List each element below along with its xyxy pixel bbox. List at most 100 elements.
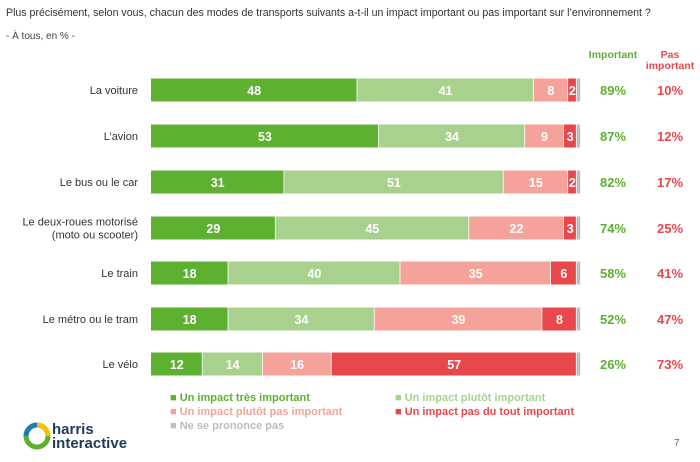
legend-item-rather-not-important: ■ Un impact plutôt pas important xyxy=(170,406,343,418)
bar-not-at-all-important xyxy=(568,170,576,194)
total-important: 89% xyxy=(600,83,626,98)
bar-not-at-all-important xyxy=(568,78,576,102)
bar-very-important xyxy=(151,216,275,240)
bar-rather-not-important xyxy=(374,307,542,331)
total-important: 58% xyxy=(600,266,626,281)
category-label-line: Le deux-roues motorisé xyxy=(22,217,138,229)
chart-title: Plus précisément, selon vous, chacun des… xyxy=(6,7,651,19)
category-label: Le train xyxy=(101,268,138,280)
bar-label-rather-not-important: 8 xyxy=(547,84,554,98)
category-label: Le vélo xyxy=(103,359,138,371)
total-important: 26% xyxy=(600,357,626,372)
bar-label-very-important: 18 xyxy=(183,313,197,327)
total-not-important: 41% xyxy=(657,266,683,281)
bar-not-at-all-important xyxy=(563,124,576,148)
bar-rather-important xyxy=(284,170,503,194)
legend-item-no-opinion: ■ Ne se prononce pas xyxy=(170,420,285,432)
legend-item-not-at-all-important: ■ Un impact pas du tout important xyxy=(395,406,574,418)
total-not-important: 10% xyxy=(657,83,683,98)
category-label: Le deux-roues motorisé (moto ou scooter) xyxy=(22,217,138,242)
category-label: L’avion xyxy=(104,131,138,143)
bar-label-rather-important: 51 xyxy=(387,176,401,190)
bar-label-rather-important: 45 xyxy=(365,222,379,236)
category-label-line: Le métro ou le tram xyxy=(43,314,138,326)
page-number: 7 xyxy=(674,438,680,449)
bar-label-very-important: 18 xyxy=(183,267,197,281)
bar-label-very-important: 48 xyxy=(247,84,261,98)
bar-no-opinion xyxy=(576,124,581,148)
bar-label-very-important: 29 xyxy=(206,222,220,236)
bar-label-rather-not-important: 15 xyxy=(529,176,543,190)
bar-label-very-important: 53 xyxy=(258,130,272,144)
bar-very-important xyxy=(151,352,202,376)
bar-rather-not-important xyxy=(469,216,563,240)
harris-logo-icon xyxy=(23,422,51,450)
not-important-header-line2: important xyxy=(645,60,695,72)
bar-label-not-at-all-important: 6 xyxy=(560,267,567,281)
bar-rather-not-important xyxy=(400,261,551,285)
bar-no-opinion xyxy=(576,78,581,102)
bar-very-important xyxy=(151,307,228,331)
bar-not-at-all-important xyxy=(542,307,576,331)
bar-rather-important xyxy=(228,307,374,331)
category-label-line: L’avion xyxy=(104,131,138,143)
bar-label-not-at-all-important: 2 xyxy=(569,84,576,98)
brand-line1: harris xyxy=(52,421,94,438)
bar-very-important xyxy=(151,261,228,285)
bar-very-important xyxy=(151,78,357,102)
category-label: Le bus ou le car xyxy=(60,177,139,189)
total-not-important: 25% xyxy=(657,221,683,236)
not-important-header: Pas important xyxy=(644,50,696,72)
bar-rather-not-important xyxy=(503,170,568,194)
bar-label-rather-important: 40 xyxy=(307,267,321,281)
total-important: 82% xyxy=(600,175,626,190)
bar-rather-important xyxy=(378,124,525,148)
bar-label-rather-not-important: 35 xyxy=(469,267,483,281)
bar-label-rather-important: 14 xyxy=(226,358,240,372)
bar-label-rather-not-important: 39 xyxy=(451,313,465,327)
category-label: La voiture xyxy=(90,85,138,97)
category-label-line: (moto ou scooter) xyxy=(52,230,138,242)
bar-rather-not-important xyxy=(525,124,563,148)
bar-rather-important xyxy=(202,352,262,376)
total-not-important: 12% xyxy=(657,129,683,144)
brand-name: harris interactive xyxy=(52,421,128,452)
total-not-important: 47% xyxy=(657,312,683,327)
total-important: 87% xyxy=(600,129,626,144)
category-label-line: Le bus ou le car xyxy=(60,177,139,189)
brand-line2: interactive xyxy=(52,435,128,452)
bar-no-opinion xyxy=(576,261,581,285)
bar-no-opinion xyxy=(576,170,581,194)
bar-rather-not-important xyxy=(262,352,331,376)
bar-label-rather-important: 41 xyxy=(439,84,453,98)
bar-label-rather-important: 34 xyxy=(445,130,459,144)
bar-not-at-all-important xyxy=(563,216,576,240)
bar-label-rather-not-important: 22 xyxy=(510,222,524,236)
bar-label-not-at-all-important: 2 xyxy=(569,176,576,190)
category-label-line: La voiture xyxy=(90,85,138,97)
bar-no-opinion xyxy=(576,352,581,376)
bar-label-not-at-all-important: 3 xyxy=(567,130,574,144)
bar-not-at-all-important xyxy=(331,352,576,376)
bar-label-not-at-all-important: 8 xyxy=(556,313,563,327)
total-not-important: 17% xyxy=(657,175,683,190)
total-important: 74% xyxy=(600,221,626,236)
important-header: Important xyxy=(588,49,638,61)
bar-no-opinion xyxy=(576,307,581,331)
legend-item-rather-important: ■ Un impact plutôt important xyxy=(395,392,546,404)
bar-very-important xyxy=(151,170,284,194)
bar-label-very-important: 12 xyxy=(170,358,184,372)
bar-label-not-at-all-important: 57 xyxy=(447,358,461,372)
category-label-line: Le vélo xyxy=(103,359,138,371)
total-not-important: 73% xyxy=(657,357,683,372)
not-important-header-line1: Pas xyxy=(660,49,680,61)
bar-rather-not-important xyxy=(533,78,568,102)
bar-very-important xyxy=(151,124,379,148)
legend-item-very-important: ■ Un impact très important xyxy=(170,392,310,404)
total-important: 52% xyxy=(600,312,626,327)
bar-label-rather-not-important: 9 xyxy=(541,130,548,144)
bar-rather-important xyxy=(275,216,469,240)
bar-no-opinion xyxy=(576,216,581,240)
chart-subtitle: - À tous, en % - xyxy=(6,31,75,42)
bar-label-rather-not-important: 16 xyxy=(290,358,304,372)
